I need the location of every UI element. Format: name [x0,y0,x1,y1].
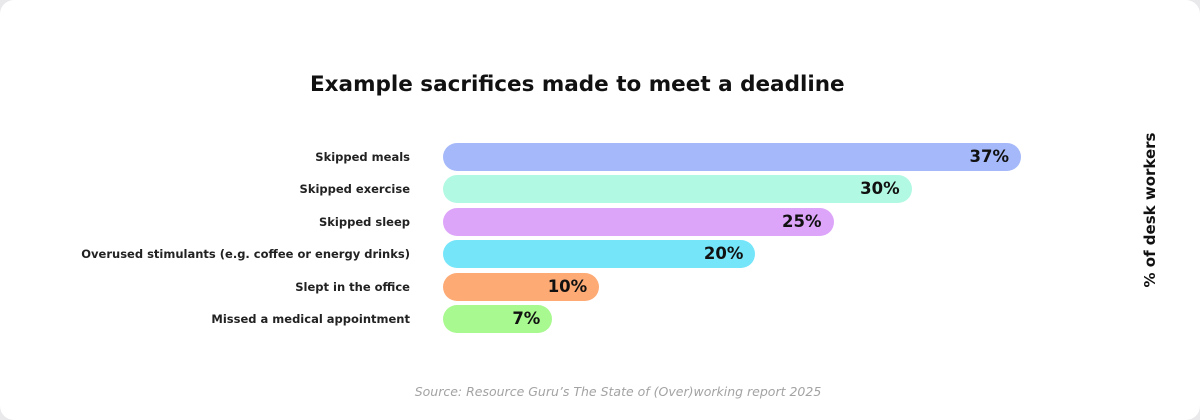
category-label: Slept in the office [295,279,410,294]
bar-value-label: 37% [969,147,1010,166]
category-label: Skipped sleep [319,214,410,229]
bar [443,240,756,269]
category-label: Skipped exercise [299,182,410,197]
bar-value-label: 7% [512,309,541,328]
category-label: Skipped meals [315,150,410,164]
source-note: Source: Resource Guru’s The State of (Ov… [414,384,822,399]
bar [443,143,1021,171]
bar-value-label: 25% [782,211,822,231]
bar-value-label: 20% [703,244,744,264]
bar-value-label: 10% [547,276,588,296]
bar [443,207,834,236]
category-label: Overused stimulants (e.g. coffee or ener… [81,247,410,262]
bar [443,305,553,333]
category-label: Missed a medical appointment [211,312,410,326]
bar [443,272,600,301]
bar [443,175,912,204]
value-axis-label: % of desk workers [1141,132,1159,288]
chart-title: Example sacrifices made to meet a deadli… [310,72,845,97]
bar-value-label: 30% [860,179,900,199]
